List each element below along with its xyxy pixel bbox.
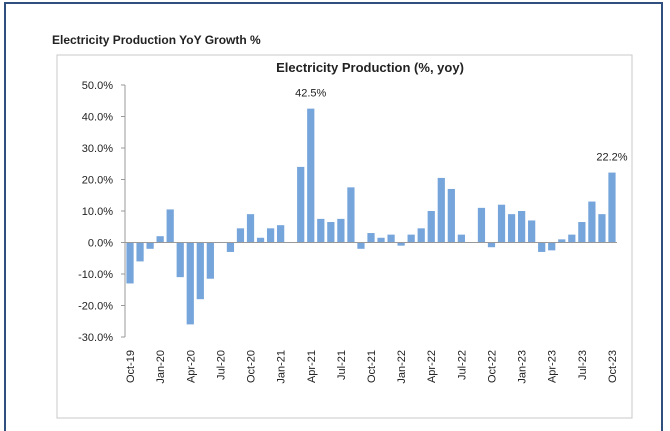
x-tick-label: Apr-21 [306,350,318,383]
y-tick-label: 10.0% [82,206,113,218]
bar [528,220,536,243]
x-tick-label: Apr-20 [185,350,197,383]
bar [176,242,184,278]
x-tick-label: Jan-22 [396,350,408,384]
bar [256,237,265,243]
chart-title: Electricity Production (%, yoy) [276,60,464,75]
bar [367,233,375,243]
bar [387,234,395,243]
x-tick-label: Oct-19 [125,350,137,383]
bar [517,211,526,243]
y-tick-label: 50.0% [82,80,113,92]
bar [347,187,355,243]
bar [297,166,305,243]
bar [196,242,204,300]
chart-frame [56,54,633,419]
x-tick-label: Jul-23 [577,350,589,380]
x-tick-label: Oct-20 [246,350,258,383]
bar [126,242,134,284]
bar [266,228,275,243]
bar [548,242,556,251]
bar [337,218,345,243]
bar [417,228,425,243]
bar [598,214,606,243]
y-tick-label: 40.0% [82,112,113,124]
bar [558,239,566,243]
bar [497,204,506,243]
page-title: Electricity Production YoY Growth % [52,33,261,47]
bar [447,188,455,243]
x-tick-label: Oct-22 [486,350,498,383]
bar [578,222,586,243]
bar [327,222,335,243]
bar [427,211,435,243]
bar [477,207,486,243]
bar [236,228,245,243]
bar [166,209,174,243]
bar [226,242,235,252]
data-label: 22.2% [596,152,627,164]
y-tick-label: -10.0% [78,269,113,281]
bar [146,242,154,249]
x-tick-label: Jan-21 [276,350,288,384]
bar [377,237,385,243]
bar [538,242,546,252]
y-tick-label: -20.0% [78,301,113,313]
bar [397,242,405,246]
y-tick-label: 20.0% [82,175,113,187]
bar [186,242,194,325]
bar [277,225,285,243]
bar [156,236,164,243]
x-tick-label: Oct-23 [607,350,619,383]
y-tick-label: -30.0% [78,332,113,344]
x-tick-label: Jul-22 [456,350,468,380]
y-tick-label: 30.0% [82,143,113,155]
bar [357,242,365,249]
y-tick-label: 0.0% [88,238,113,250]
x-tick-label: Apr-23 [547,350,559,383]
data-label: 42.5% [295,88,326,100]
bar [136,242,144,262]
bar [487,242,496,248]
bar [317,218,325,243]
x-tick-label: Jan-20 [155,350,167,384]
bar [246,214,255,243]
bar [307,108,315,243]
x-tick-label: Jan-23 [517,350,529,384]
bar [608,172,616,243]
bar [457,234,465,243]
outer-frame [4,2,663,431]
x-tick-label: Jul-20 [215,350,227,380]
x-tick-label: Jul-21 [336,350,348,380]
bar [407,234,415,243]
bar [588,201,596,243]
bar [507,214,516,243]
bar [437,177,445,243]
x-tick-label: Oct-21 [366,350,378,383]
x-tick-label: Apr-22 [426,350,438,383]
bar [568,234,576,243]
bar [206,242,214,279]
